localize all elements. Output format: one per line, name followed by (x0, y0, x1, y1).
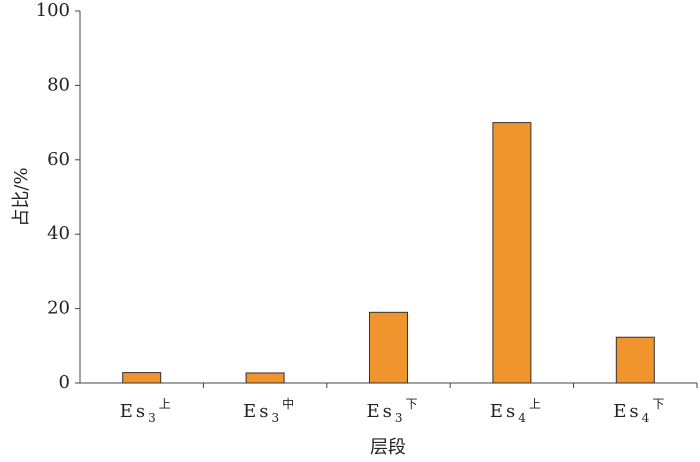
category-sub: 3 (271, 411, 282, 425)
x-axis-label: 层段 (370, 437, 406, 458)
bar (245, 372, 285, 384)
x-tick-label: Es3下 (367, 397, 421, 425)
category-base: Es (490, 401, 518, 422)
category-sup: 上 (159, 397, 174, 411)
x-tick-label: Es3中 (243, 396, 297, 425)
x-tick-label: Es4下 (613, 397, 667, 425)
bar (122, 372, 162, 384)
bar (615, 336, 655, 384)
y-tick-label: 0 (59, 372, 70, 393)
y-axis-label: 占比/% (11, 167, 32, 226)
y-tick-label: 20 (47, 298, 70, 319)
x-tick-label: Es4上 (490, 397, 544, 425)
y-tick-label: 80 (47, 74, 70, 95)
category-sub: 3 (148, 411, 159, 425)
x-tick-label: Es3上 (120, 397, 174, 425)
category-base: Es (243, 401, 271, 422)
category-sup: 下 (652, 397, 667, 411)
category-base: Es (613, 401, 641, 422)
category-base: Es (120, 401, 148, 422)
category-sup: 中 (282, 396, 297, 411)
category-sub: 4 (518, 411, 529, 425)
category-base: Es (367, 401, 395, 422)
y-tick-label: 40 (47, 223, 70, 244)
y-tick-label: 100 (36, 0, 70, 21)
category-sup: 下 (406, 397, 421, 411)
category-sub: 4 (642, 411, 653, 425)
category-sub: 3 (395, 411, 406, 425)
bar (369, 311, 408, 384)
y-tick-label: 60 (47, 149, 70, 170)
bar (492, 122, 532, 384)
category-sup: 上 (529, 397, 544, 411)
